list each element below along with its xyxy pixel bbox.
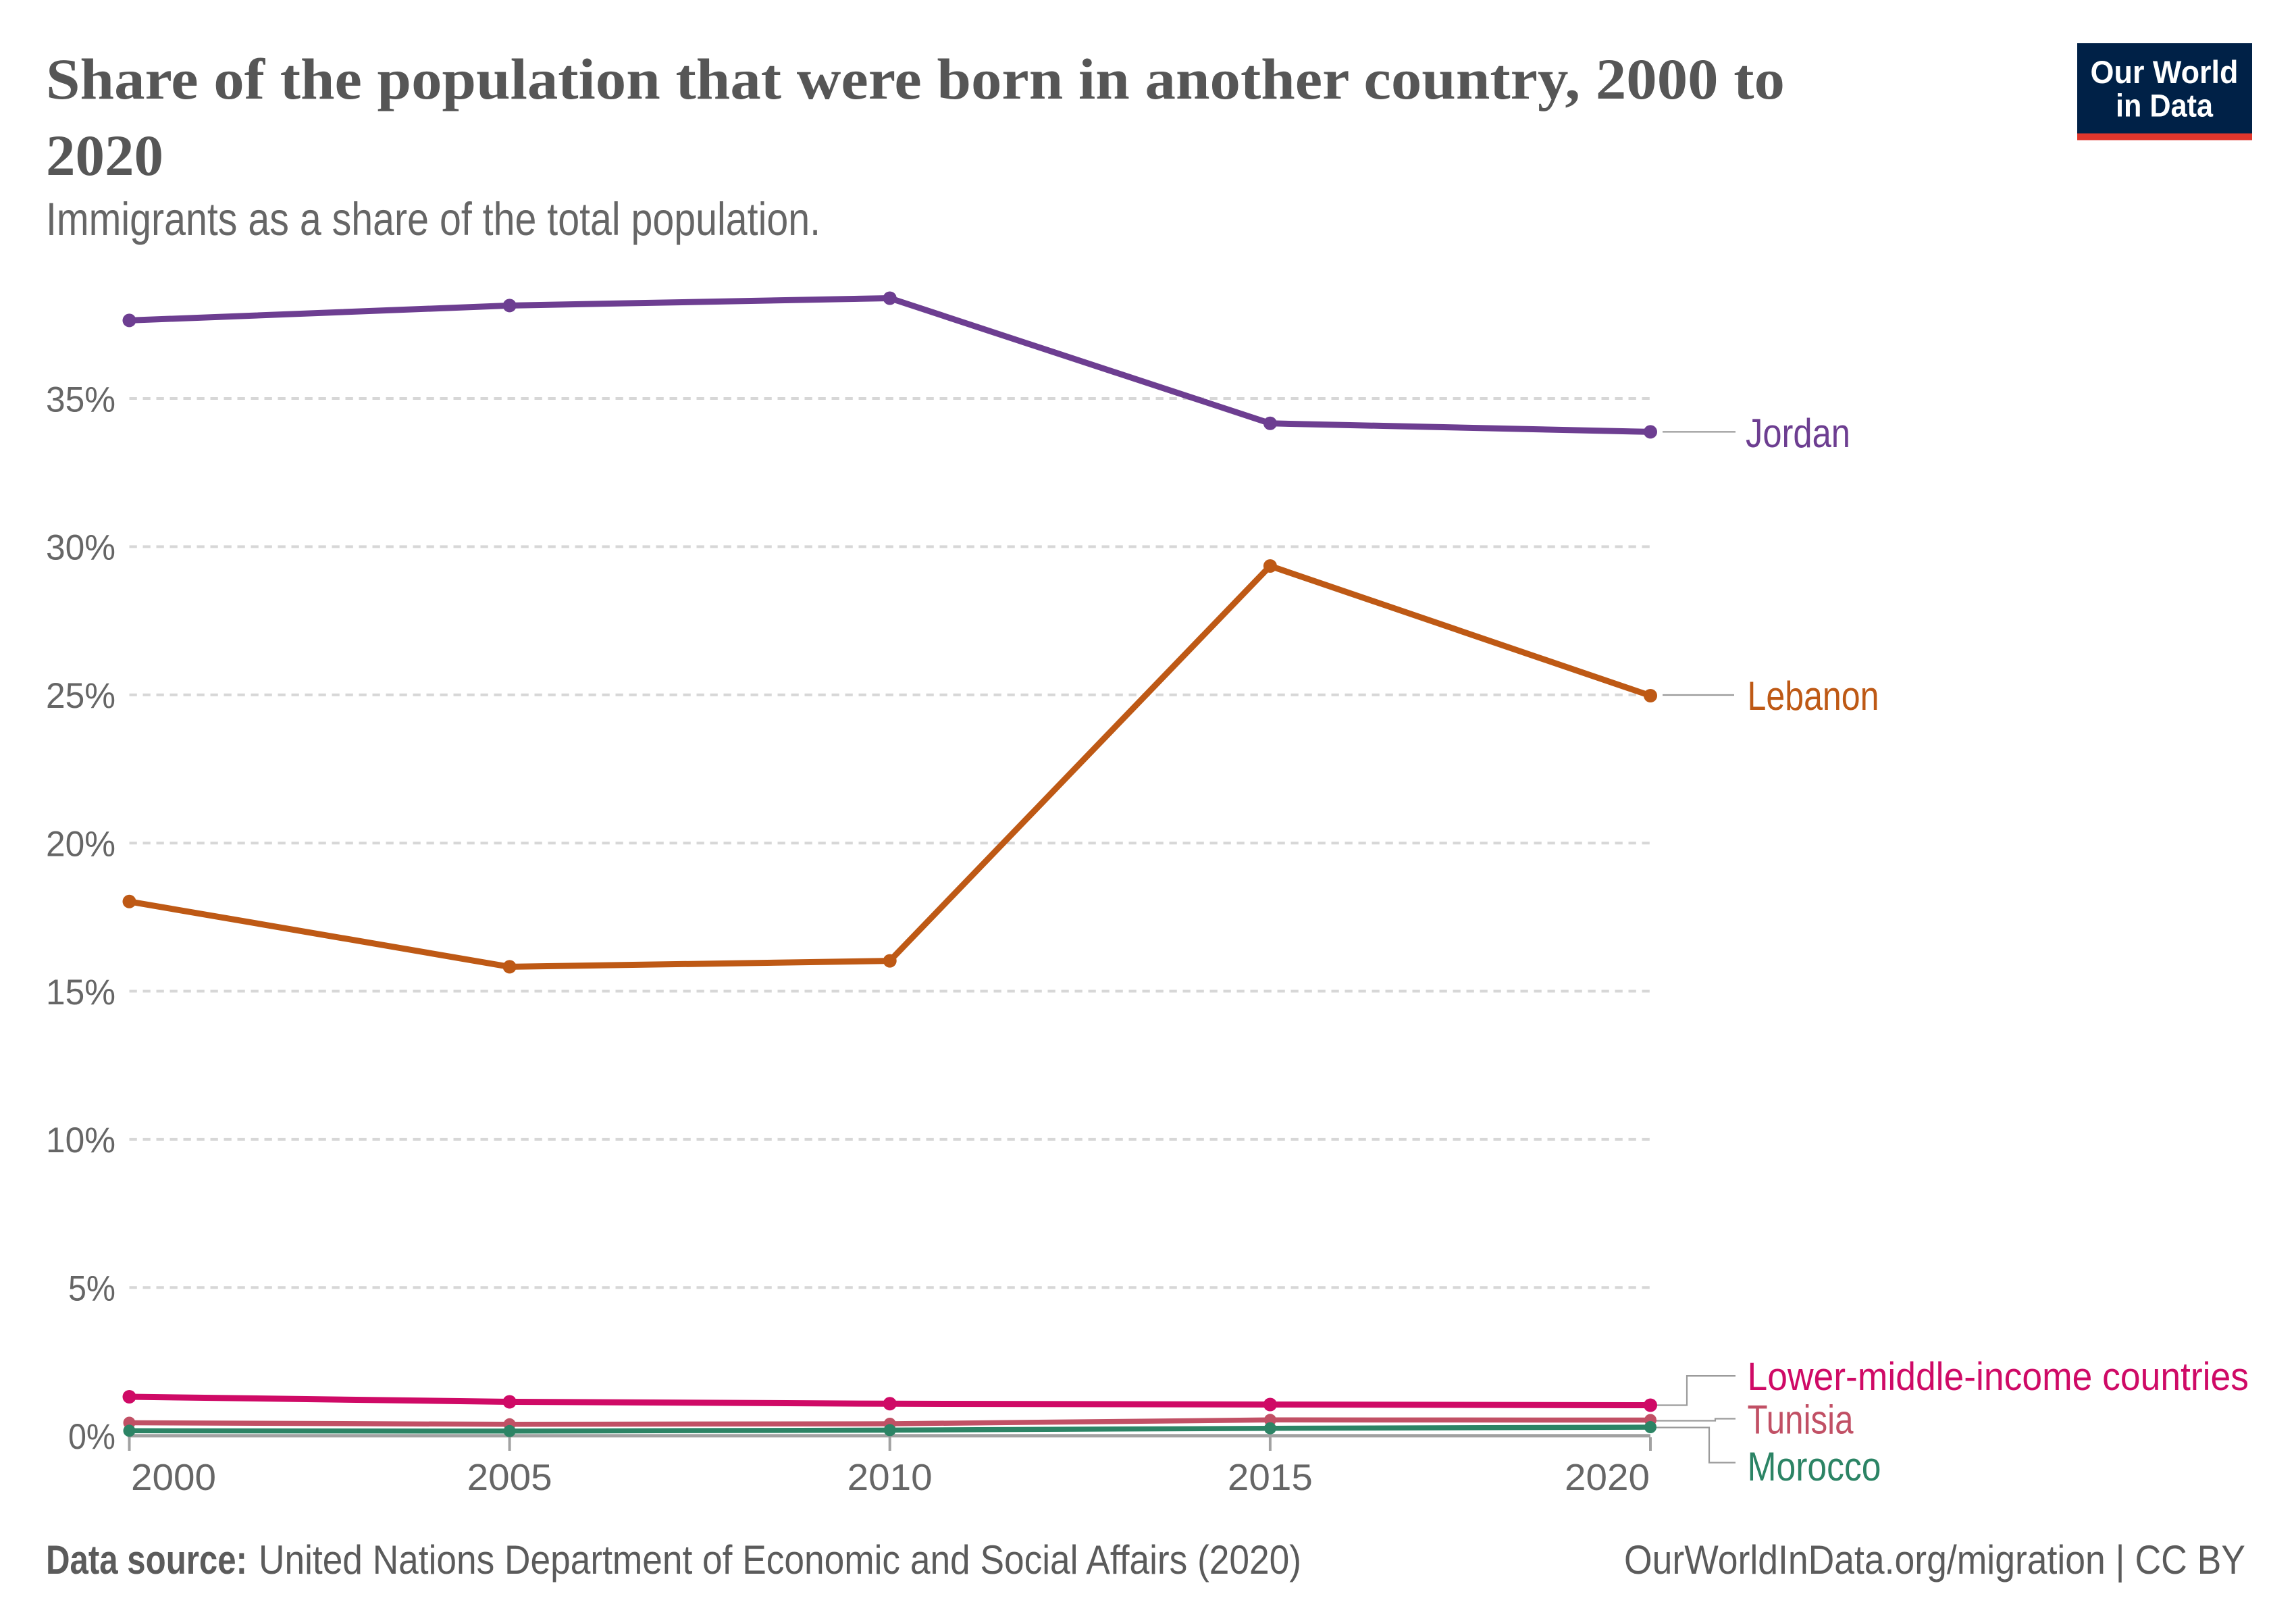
svg-text:20%: 20% (46, 825, 115, 865)
svg-text:Tunisia: Tunisia (1748, 1397, 1854, 1442)
svg-text:OurWorldInData.org/migration |: OurWorldInData.org/migration | CC BY (1624, 1537, 2245, 1583)
svg-text:2010: 2010 (847, 1456, 933, 1498)
svg-text:Jordan: Jordan (1746, 411, 1850, 456)
svg-text:United Nations Department of E: United Nations Department of Economic an… (259, 1537, 1301, 1583)
svg-text:Lebanon: Lebanon (1748, 673, 1879, 719)
svg-text:2000: 2000 (131, 1456, 216, 1498)
svg-text:Lower-middle-income countries: Lower-middle-income countries (1748, 1355, 2249, 1399)
svg-text:30%: 30% (46, 528, 115, 568)
svg-text:25%: 25% (46, 676, 115, 716)
svg-text:5%: 5% (68, 1269, 115, 1309)
svg-text:15%: 15% (46, 973, 115, 1012)
svg-text:35%: 35% (46, 380, 115, 419)
svg-text:10%: 10% (46, 1121, 115, 1160)
svg-text:2005: 2005 (467, 1456, 552, 1498)
svg-text:in Data: in Data (2116, 87, 2214, 123)
svg-text:Data source:: Data source: (46, 1537, 247, 1583)
svg-text:Our World: Our World (2091, 54, 2239, 90)
svg-text:Share of the population that w: Share of the population that were born i… (46, 47, 1785, 111)
svg-text:Morocco: Morocco (1748, 1444, 1881, 1489)
svg-text:Immigrants as a share of the t: Immigrants as a share of the total popul… (46, 193, 820, 245)
svg-text:2020: 2020 (46, 123, 163, 188)
svg-text:0%: 0% (68, 1417, 115, 1457)
svg-text:2015: 2015 (1228, 1456, 1313, 1498)
svg-text:2020: 2020 (1565, 1456, 1650, 1498)
